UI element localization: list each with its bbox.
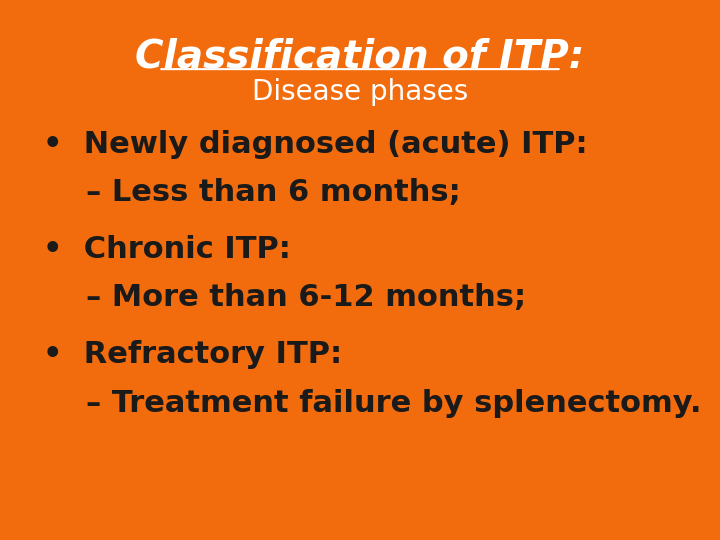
Text: – Less than 6 months;: – Less than 6 months; (86, 178, 461, 207)
Text: •  Chronic ITP:: • Chronic ITP: (43, 235, 291, 264)
Text: Disease phases: Disease phases (252, 78, 468, 106)
Text: •  Refractory ITP:: • Refractory ITP: (43, 340, 342, 369)
Text: •  Newly diagnosed (acute) ITP:: • Newly diagnosed (acute) ITP: (43, 130, 588, 159)
Text: – More than 6-12 months;: – More than 6-12 months; (86, 284, 526, 313)
Text: Classification of ITP:: Classification of ITP: (135, 38, 585, 76)
Text: – Treatment failure by splenectomy.: – Treatment failure by splenectomy. (86, 389, 702, 418)
